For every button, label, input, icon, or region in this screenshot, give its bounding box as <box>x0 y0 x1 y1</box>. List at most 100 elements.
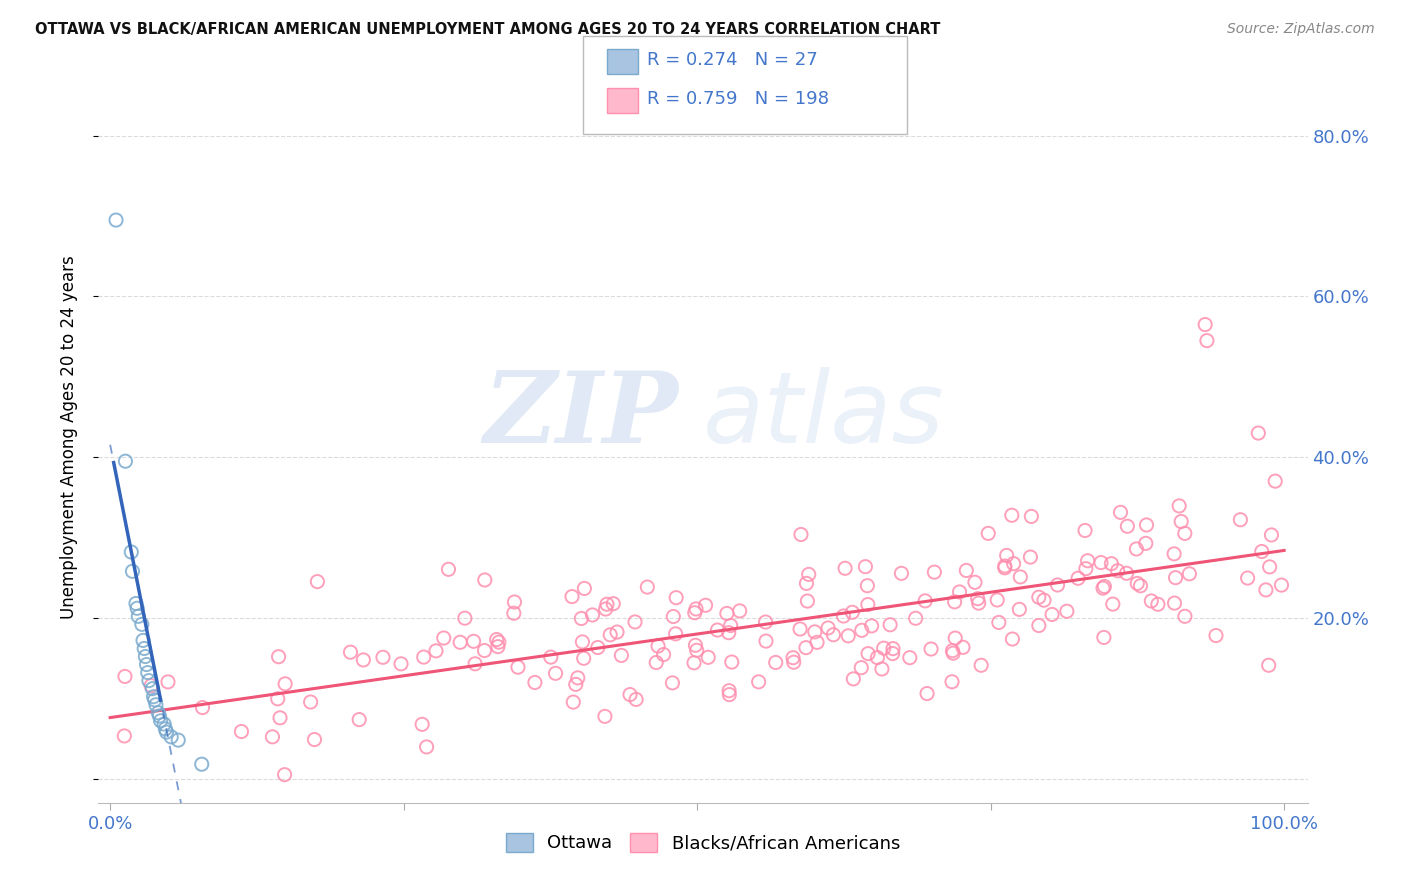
Point <box>841 605 863 619</box>
Point <box>112 729 135 743</box>
Point <box>1135 518 1157 533</box>
Point <box>143 693 166 707</box>
Point <box>132 633 155 648</box>
Point <box>718 688 741 702</box>
Point <box>870 662 893 676</box>
Point <box>339 645 361 659</box>
Point <box>191 700 214 714</box>
Legend: Ottawa, Blacks/African Americans: Ottawa, Blacks/African Americans <box>499 826 907 860</box>
Point <box>488 635 510 649</box>
Point <box>105 213 128 227</box>
Point <box>1092 631 1115 645</box>
Point <box>190 757 212 772</box>
Point <box>1178 566 1201 581</box>
Point <box>1109 505 1132 519</box>
Point <box>755 615 778 629</box>
Point <box>1019 550 1042 565</box>
Point <box>267 649 290 664</box>
Point <box>1067 571 1090 585</box>
Point <box>994 559 1017 574</box>
Point <box>873 641 896 656</box>
Point <box>136 665 159 680</box>
Point <box>898 650 921 665</box>
Point <box>966 591 988 606</box>
Point <box>1028 618 1050 632</box>
Point <box>794 640 817 655</box>
Point <box>1147 597 1170 611</box>
Point <box>160 730 183 744</box>
Point <box>474 573 496 587</box>
Point <box>948 585 970 599</box>
Point <box>1129 579 1152 593</box>
Point <box>1135 536 1157 550</box>
Point <box>685 602 707 616</box>
Point <box>610 648 633 663</box>
Point <box>1254 582 1277 597</box>
Point <box>720 618 742 632</box>
Point <box>135 657 157 672</box>
Point <box>920 642 942 657</box>
Point <box>454 611 477 625</box>
Point <box>662 609 685 624</box>
Point <box>371 650 394 665</box>
Point <box>806 635 828 649</box>
Point <box>523 675 546 690</box>
Point <box>561 590 583 604</box>
Point <box>986 593 1008 607</box>
Point <box>1091 581 1114 595</box>
Point <box>915 687 938 701</box>
Point <box>120 545 142 559</box>
Point <box>1257 658 1279 673</box>
Point <box>1010 570 1032 584</box>
Point <box>695 599 717 613</box>
Point <box>273 767 295 781</box>
Point <box>1174 526 1197 541</box>
Point <box>1260 528 1282 542</box>
Point <box>914 594 936 608</box>
Point <box>131 617 153 632</box>
Point <box>1074 524 1097 538</box>
Point <box>1046 578 1069 592</box>
Point <box>474 643 496 657</box>
Point <box>955 564 977 578</box>
Point <box>449 635 471 649</box>
Point <box>1195 334 1218 348</box>
Point <box>114 669 136 683</box>
Point <box>1116 519 1139 533</box>
Point <box>987 615 1010 630</box>
Point <box>1074 562 1097 576</box>
Point <box>567 671 589 685</box>
Point <box>866 650 889 665</box>
Text: OTTAWA VS BLACK/AFRICAN AMERICAN UNEMPLOYMENT AMONG AGES 20 TO 24 YEARS CORRELAT: OTTAWA VS BLACK/AFRICAN AMERICAN UNEMPLO… <box>35 22 941 37</box>
Point <box>134 649 156 664</box>
Point <box>1164 571 1187 585</box>
Point <box>304 732 326 747</box>
Point <box>970 658 993 673</box>
Y-axis label: Unemployment Among Ages 20 to 24 years: Unemployment Among Ages 20 to 24 years <box>59 255 77 619</box>
Point <box>647 639 669 653</box>
Point <box>502 606 524 620</box>
Point <box>231 724 253 739</box>
Point <box>1056 604 1078 618</box>
Point <box>661 676 683 690</box>
Point <box>860 619 883 633</box>
Point <box>167 733 190 747</box>
Point <box>882 647 904 661</box>
Point <box>683 606 706 620</box>
Point <box>755 634 778 648</box>
Point <box>1250 544 1272 558</box>
Point <box>1140 594 1163 608</box>
Point <box>127 601 149 615</box>
Point <box>595 602 617 616</box>
Point <box>834 561 856 575</box>
Point <box>269 711 291 725</box>
Point <box>1033 593 1056 607</box>
Point <box>437 562 460 576</box>
Point <box>145 698 167 712</box>
Point <box>1107 564 1129 578</box>
Point <box>125 597 148 611</box>
Point <box>267 691 290 706</box>
Point <box>1264 474 1286 488</box>
Point <box>352 653 374 667</box>
Point <box>720 655 742 669</box>
